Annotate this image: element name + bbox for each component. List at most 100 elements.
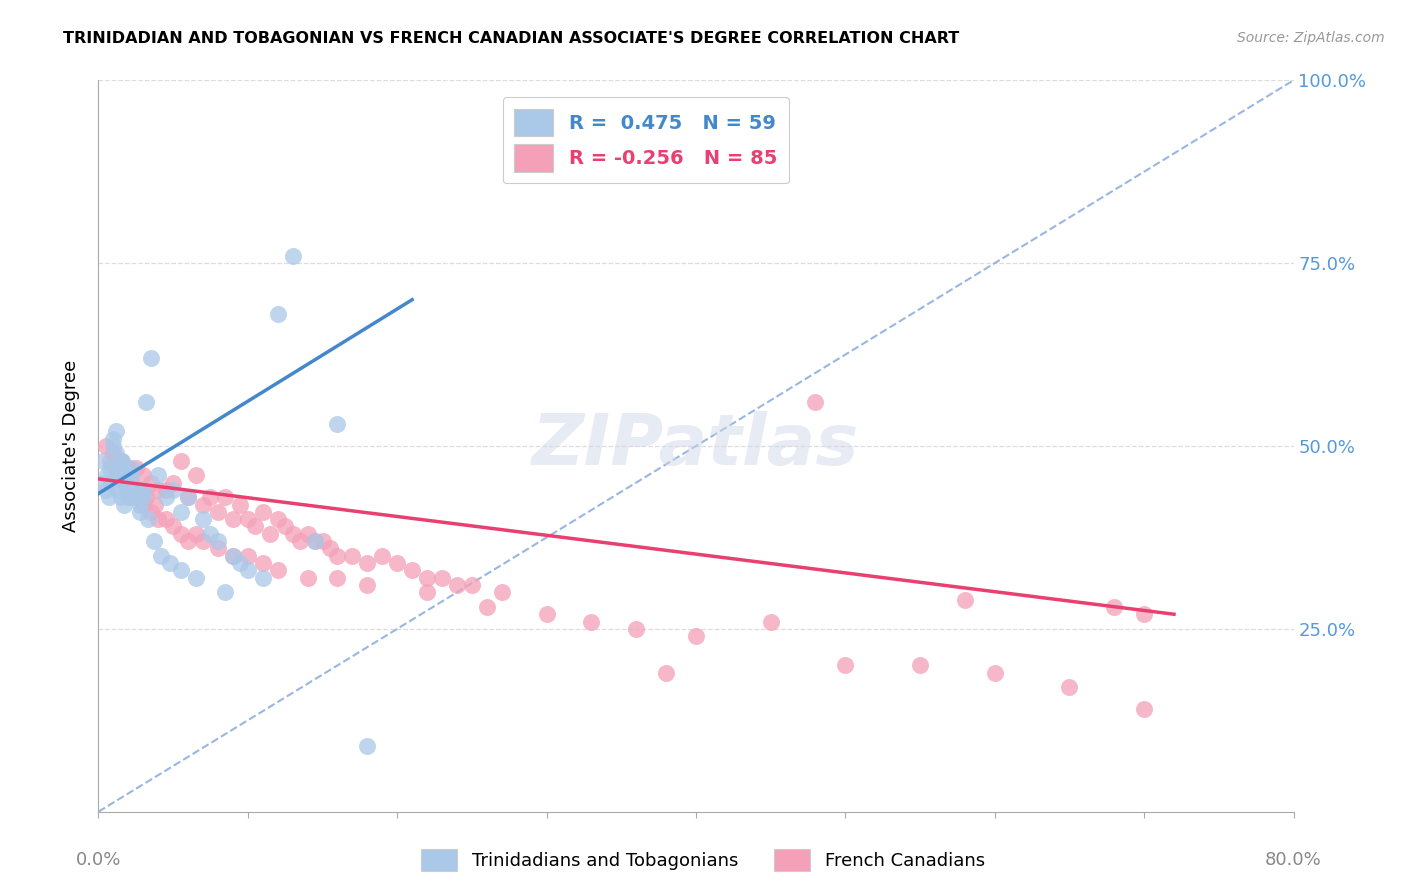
Point bbox=[288, 534, 311, 549]
Point bbox=[267, 307, 290, 321]
Point bbox=[191, 534, 214, 549]
Point bbox=[98, 453, 122, 467]
Legend: Trinidadians and Tobagonians, French Canadians: Trinidadians and Tobagonians, French Can… bbox=[413, 842, 993, 879]
Point bbox=[311, 534, 333, 549]
Point bbox=[112, 498, 135, 512]
Point bbox=[984, 665, 1007, 680]
Point bbox=[142, 534, 165, 549]
Point bbox=[200, 526, 222, 541]
Point bbox=[319, 541, 342, 556]
Point bbox=[177, 534, 200, 549]
Point bbox=[132, 498, 155, 512]
Point bbox=[430, 571, 453, 585]
Point bbox=[1133, 607, 1156, 622]
Point bbox=[1104, 599, 1126, 614]
Point bbox=[155, 490, 177, 504]
Point bbox=[117, 490, 139, 504]
Point bbox=[297, 526, 319, 541]
Point bbox=[117, 461, 139, 475]
Point bbox=[120, 475, 142, 490]
Point bbox=[281, 526, 304, 541]
Text: 0.0%: 0.0% bbox=[76, 851, 121, 869]
Point bbox=[207, 505, 229, 519]
Point bbox=[304, 534, 326, 549]
Point bbox=[105, 425, 128, 439]
Point bbox=[159, 556, 181, 570]
Point bbox=[236, 563, 259, 577]
Point bbox=[214, 585, 236, 599]
Point bbox=[252, 556, 274, 570]
Point bbox=[326, 549, 349, 563]
Point bbox=[191, 512, 214, 526]
Point bbox=[401, 563, 423, 577]
Point bbox=[214, 490, 236, 504]
Point bbox=[274, 519, 297, 533]
Point bbox=[184, 468, 207, 483]
Point bbox=[491, 585, 513, 599]
Point bbox=[245, 519, 267, 533]
Point bbox=[127, 490, 149, 504]
Point bbox=[120, 461, 142, 475]
Point bbox=[222, 549, 245, 563]
Point bbox=[1059, 681, 1081, 695]
Point bbox=[655, 665, 678, 680]
Point bbox=[169, 505, 191, 519]
Point bbox=[356, 556, 378, 570]
Point bbox=[148, 483, 170, 497]
Point bbox=[110, 453, 132, 467]
Point bbox=[114, 475, 136, 490]
Point bbox=[200, 490, 222, 504]
Point bbox=[114, 468, 136, 483]
Point bbox=[804, 395, 827, 409]
Point bbox=[150, 549, 173, 563]
Point bbox=[110, 453, 132, 467]
Point bbox=[107, 483, 129, 497]
Point bbox=[111, 453, 134, 467]
Point bbox=[135, 395, 157, 409]
Point bbox=[267, 512, 290, 526]
Point bbox=[222, 512, 245, 526]
Point bbox=[114, 475, 136, 490]
Point bbox=[105, 446, 128, 460]
Point bbox=[148, 468, 170, 483]
Point bbox=[105, 461, 128, 475]
Point bbox=[416, 585, 439, 599]
Point bbox=[104, 461, 127, 475]
Point bbox=[259, 526, 281, 541]
Point bbox=[834, 658, 856, 673]
Text: Source: ZipAtlas.com: Source: ZipAtlas.com bbox=[1237, 31, 1385, 45]
Point bbox=[304, 534, 326, 549]
Point bbox=[177, 490, 200, 504]
Point bbox=[115, 483, 138, 497]
Point bbox=[162, 475, 184, 490]
Point bbox=[953, 592, 976, 607]
Point bbox=[155, 483, 177, 497]
Point bbox=[385, 556, 409, 570]
Point bbox=[1133, 702, 1156, 716]
Point bbox=[222, 549, 245, 563]
Point bbox=[148, 512, 170, 526]
Point bbox=[139, 475, 162, 490]
Point bbox=[132, 468, 155, 483]
Point bbox=[207, 541, 229, 556]
Point bbox=[125, 483, 148, 497]
Point bbox=[297, 571, 319, 585]
Text: 80.0%: 80.0% bbox=[1265, 851, 1322, 869]
Point bbox=[326, 571, 349, 585]
Point bbox=[125, 490, 148, 504]
Point bbox=[135, 490, 157, 504]
Point bbox=[626, 622, 648, 636]
Point bbox=[103, 439, 125, 453]
Point bbox=[446, 578, 468, 592]
Point bbox=[97, 490, 120, 504]
Point bbox=[162, 519, 184, 533]
Point bbox=[356, 739, 378, 753]
Legend: R =  0.475   N = 59, R = -0.256   N = 85: R = 0.475 N = 59, R = -0.256 N = 85 bbox=[502, 97, 789, 184]
Point bbox=[93, 475, 115, 490]
Point bbox=[96, 468, 118, 483]
Point bbox=[371, 549, 394, 563]
Point bbox=[143, 498, 166, 512]
Point bbox=[356, 578, 378, 592]
Point bbox=[124, 483, 146, 497]
Point bbox=[129, 498, 152, 512]
